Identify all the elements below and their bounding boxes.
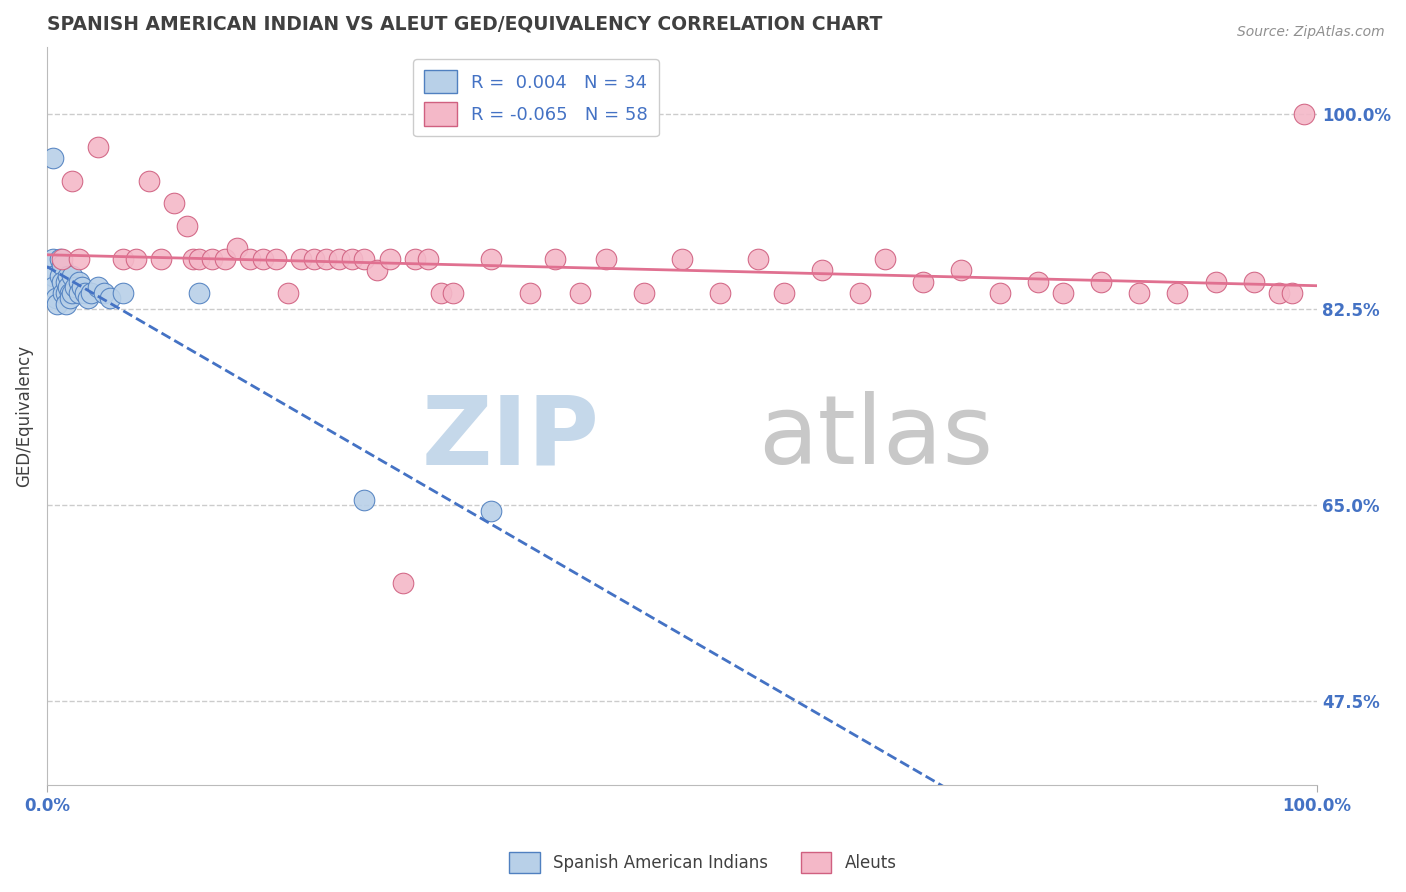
Point: [441, 285, 464, 300]
Point: [48, 268, 70, 283]
Point: [391, 576, 413, 591]
Point: [181, 252, 204, 267]
Point: [353, 252, 375, 267]
Point: [51, 258, 73, 272]
Point: [302, 252, 325, 267]
Point: [45, 291, 67, 305]
Point: [55, 297, 77, 311]
Point: [60, 285, 83, 300]
Point: [214, 252, 236, 267]
Point: [252, 252, 274, 267]
Point: [1294, 107, 1316, 121]
Point: [849, 285, 872, 300]
Point: [59, 291, 82, 305]
Point: [569, 285, 592, 300]
Point: [55, 285, 77, 300]
Point: [86, 280, 108, 294]
Point: [1128, 285, 1150, 300]
Point: [67, 275, 90, 289]
Point: [519, 285, 541, 300]
Point: [353, 492, 375, 507]
Point: [226, 241, 249, 255]
Point: [86, 140, 108, 154]
Point: [72, 280, 94, 294]
Point: [176, 219, 198, 233]
Point: [633, 285, 655, 300]
Point: [59, 285, 82, 300]
Point: [112, 252, 135, 267]
Point: [481, 252, 503, 267]
Point: [58, 268, 80, 283]
Point: [46, 297, 69, 311]
Text: ZIP: ZIP: [422, 392, 599, 484]
Point: [76, 291, 98, 305]
Point: [988, 285, 1011, 300]
Legend: Spanish American Indians, Aleuts: Spanish American Indians, Aleuts: [503, 846, 903, 880]
Point: [100, 291, 122, 305]
Point: [1052, 285, 1074, 300]
Point: [52, 285, 75, 300]
Point: [328, 252, 350, 267]
Point: [1205, 275, 1227, 289]
Point: [58, 280, 80, 294]
Point: [150, 252, 173, 267]
Point: [404, 252, 426, 267]
Point: [1268, 285, 1291, 300]
Point: [42, 152, 65, 166]
Point: [55, 275, 77, 289]
Text: atlas: atlas: [758, 392, 994, 484]
Point: [163, 196, 186, 211]
Point: [709, 285, 731, 300]
Point: [277, 285, 299, 300]
Point: [747, 252, 769, 267]
Point: [67, 285, 90, 300]
Point: [48, 252, 70, 267]
Point: [51, 275, 73, 289]
Point: [93, 285, 115, 300]
Point: [51, 252, 73, 267]
Text: Source: ZipAtlas.com: Source: ZipAtlas.com: [1237, 25, 1385, 39]
Point: [125, 252, 148, 267]
Point: [42, 280, 65, 294]
Legend: R =  0.004   N = 34, R = -0.065   N = 58: R = 0.004 N = 34, R = -0.065 N = 58: [413, 60, 658, 136]
Point: [264, 252, 287, 267]
Point: [340, 252, 363, 267]
Text: SPANISH AMERICAN INDIAN VS ALEUT GED/EQUIVALENCY CORRELATION CHART: SPANISH AMERICAN INDIAN VS ALEUT GED/EQU…: [46, 15, 882, 34]
Point: [416, 252, 439, 267]
Point: [544, 252, 567, 267]
Point: [188, 252, 211, 267]
Point: [80, 285, 103, 300]
Point: [595, 252, 617, 267]
Point: [42, 252, 65, 267]
Y-axis label: GED/Equivalency: GED/Equivalency: [15, 344, 32, 487]
Point: [42, 268, 65, 283]
Point: [912, 275, 935, 289]
Point: [67, 252, 90, 267]
Point: [1243, 275, 1265, 289]
Point: [810, 263, 832, 277]
Point: [239, 252, 262, 267]
Point: [1281, 285, 1303, 300]
Point: [63, 280, 86, 294]
Point: [315, 252, 337, 267]
Point: [1090, 275, 1112, 289]
Point: [188, 285, 211, 300]
Point: [290, 252, 312, 267]
Point: [481, 504, 503, 518]
Point: [366, 263, 388, 277]
Point: [875, 252, 897, 267]
Point: [112, 285, 135, 300]
Point: [378, 252, 401, 267]
Point: [1026, 275, 1049, 289]
Point: [138, 174, 160, 188]
Point: [60, 174, 83, 188]
Point: [950, 263, 973, 277]
Point: [671, 252, 693, 267]
Point: [429, 285, 451, 300]
Point: [1166, 285, 1188, 300]
Point: [201, 252, 224, 267]
Point: [60, 268, 83, 283]
Point: [772, 285, 794, 300]
Point: [73, 285, 96, 300]
